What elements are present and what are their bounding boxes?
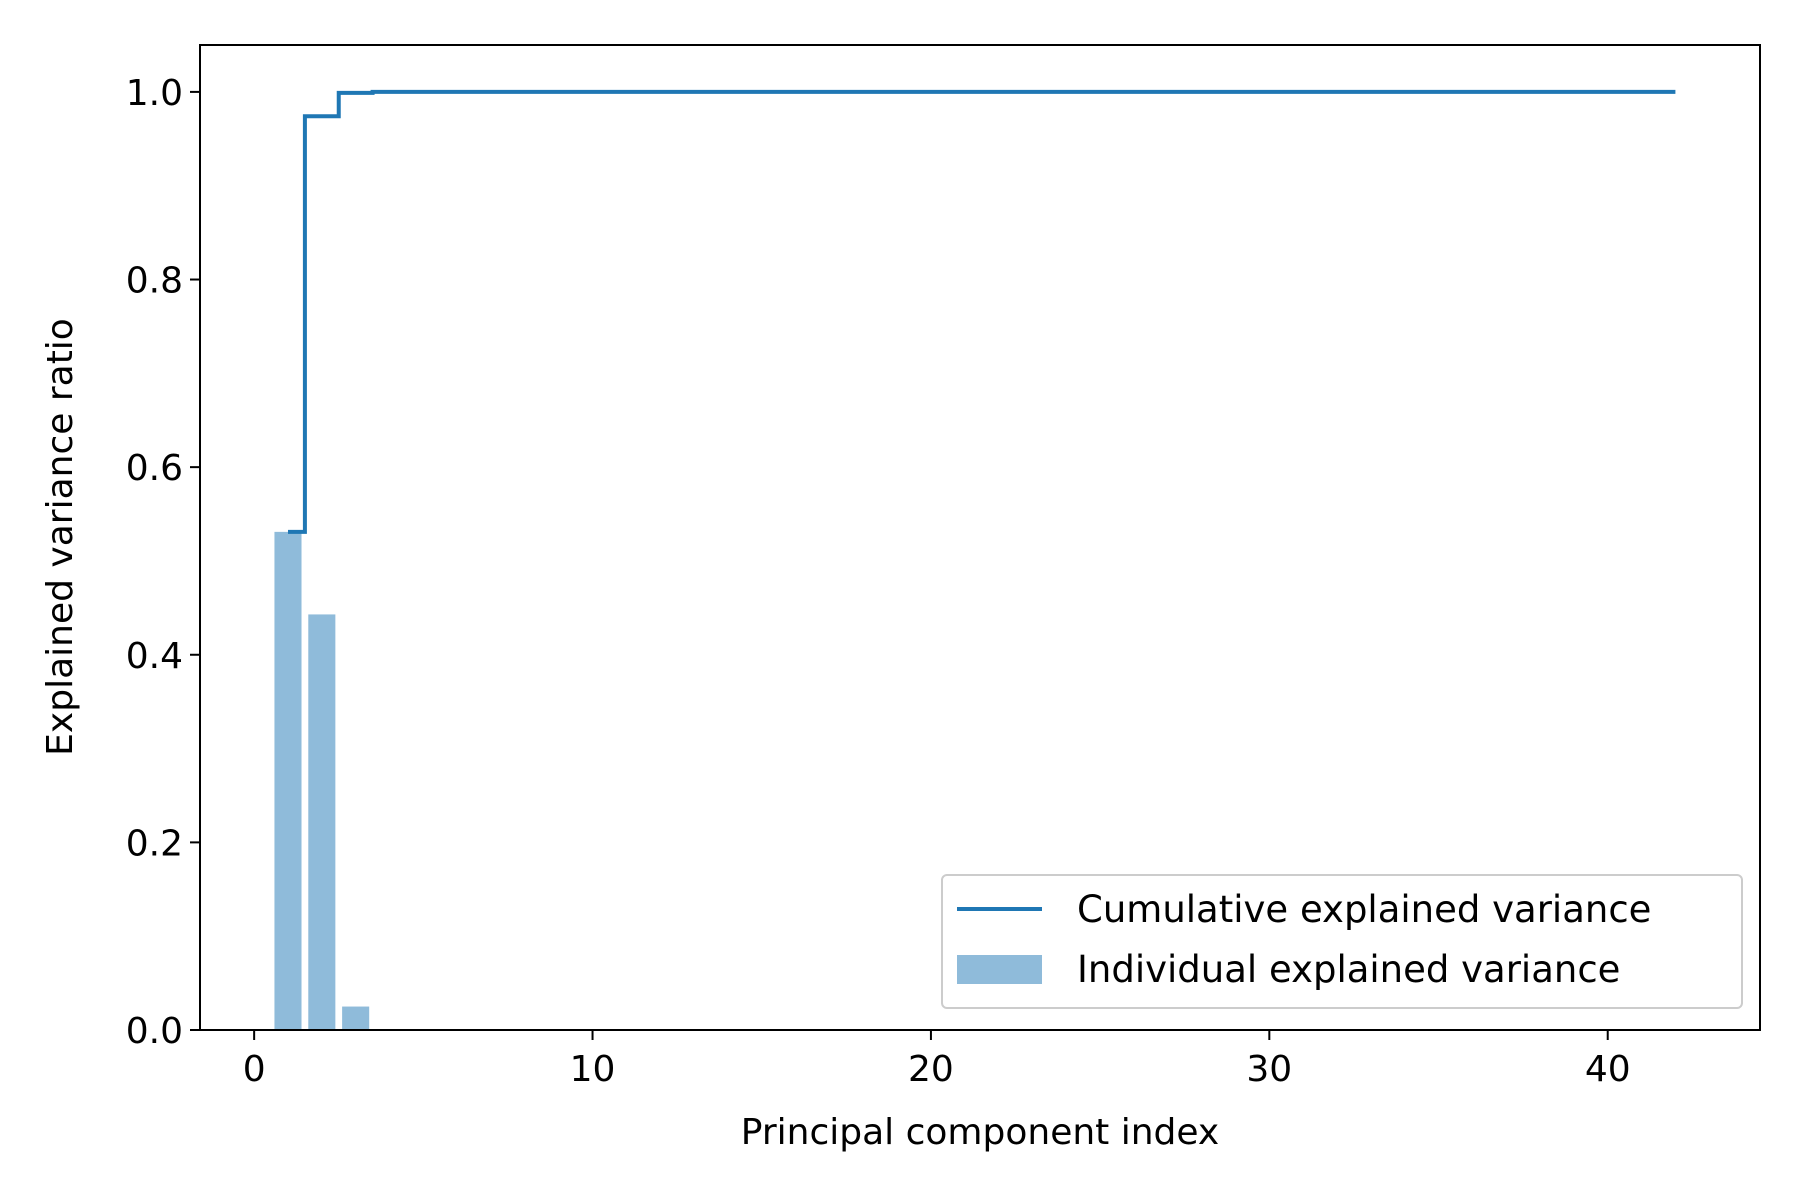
legend-label-cumulative: Cumulative explained variance: [1077, 888, 1651, 931]
variance-bar: [274, 531, 302, 1030]
cumulative-variance-line: [287, 89, 1676, 534]
plot-frame: [199, 44, 1761, 1031]
y-tick-label: 0.2: [126, 823, 183, 864]
legend-box: [941, 874, 1743, 1009]
variance-bar: [308, 614, 336, 1030]
legend-label-individual: Individual explained variance: [1077, 948, 1620, 991]
x-tick-label: 10: [570, 1049, 616, 1090]
x-tick-label: 40: [1585, 1049, 1631, 1090]
legend: Cumulative explained variance Individual…: [941, 874, 1743, 1009]
x-axis-label: Principal component index: [741, 1112, 1219, 1153]
x-axis: 0 10 20 30 40: [243, 1030, 1631, 1090]
bars-layer: [274, 531, 404, 1030]
y-tick-label: 0.0: [126, 1011, 183, 1052]
y-tick-label: 0.4: [126, 636, 183, 677]
y-tick-label: 1.0: [126, 73, 183, 114]
x-tick-label: 30: [1246, 1049, 1292, 1090]
x-tick-label: 20: [908, 1049, 954, 1090]
line-layer: [287, 89, 1676, 534]
variance-bar: [342, 1006, 370, 1030]
y-tick-label: 0.6: [126, 448, 183, 489]
y-axis: 0.0 0.2 0.4 0.6 0.8 1.0: [126, 73, 200, 1052]
y-tick-label: 0.8: [126, 261, 183, 302]
x-tick-label: 0: [243, 1049, 266, 1090]
y-axis-label: Explained variance ratio: [40, 318, 81, 756]
legend-patch-swatch: [957, 955, 1042, 984]
